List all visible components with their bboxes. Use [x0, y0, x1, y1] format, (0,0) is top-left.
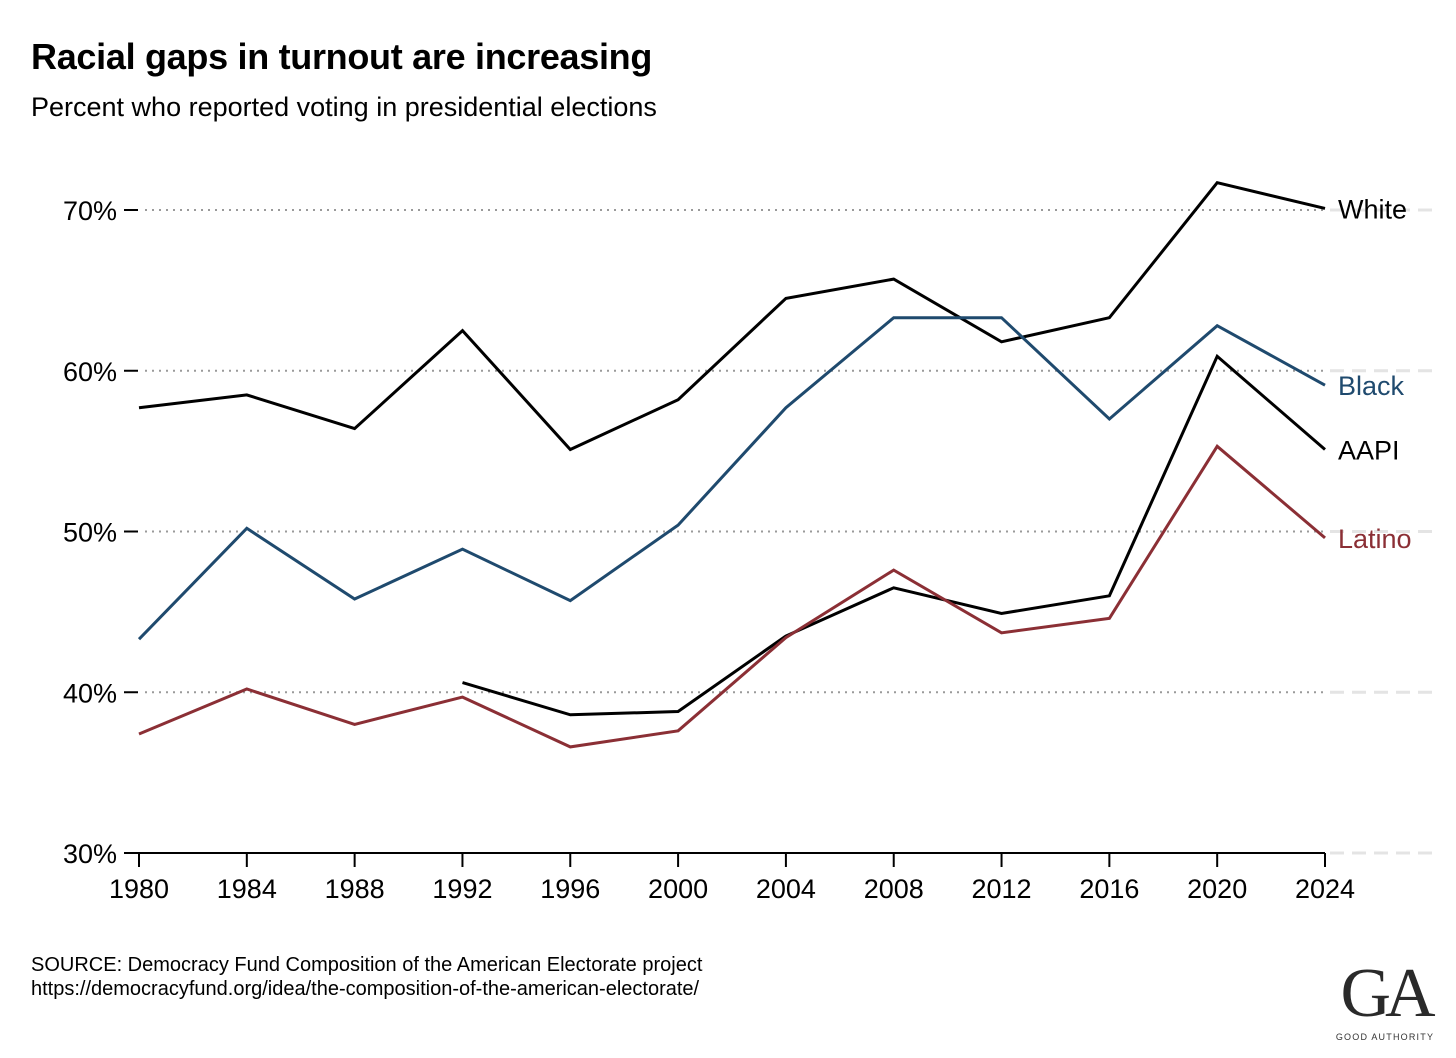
series-labels: White Black AAPI Latino: [1338, 194, 1412, 554]
x-tick-label: 1996: [540, 874, 600, 904]
series-line-latino: [138, 444, 1326, 749]
y-tick-label: 40%: [63, 678, 117, 708]
x-tick-label: 2016: [1079, 874, 1139, 904]
y-tick-label: 30%: [63, 839, 117, 869]
x-tick-label: 2012: [972, 874, 1032, 904]
gridlines: [145, 208, 1440, 855]
x-tick-label: 1984: [217, 874, 277, 904]
y-tick-label: 70%: [63, 196, 117, 226]
series-label-latino: Latino: [1338, 524, 1412, 554]
x-tick-label: 2004: [756, 874, 816, 904]
series-label-aapi: AAPI: [1338, 436, 1400, 466]
axes: 30% 40% 50% 60% 70% 1980 1984 1988 1992 1996 2000 2…: [63, 196, 1355, 904]
line-chart: 30% 40% 50% 60% 70% 1980 1984 1988 1992 1996 2000 2…: [63, 181, 1440, 904]
series-line-aapi: [462, 353, 1326, 717]
chart-subtitle: Percent who reported voting in president…: [31, 92, 657, 122]
series-lines: [137, 181, 1326, 749]
logo-text: GOOD AUTHORITY: [1335, 1032, 1435, 1042]
source-url: https://democracyfund.org/idea/the-compo…: [31, 978, 700, 1000]
series-label-white: White: [1338, 194, 1407, 224]
series-line-black: [137, 316, 1326, 641]
source-note: SOURCE: Democracy Fund Composition of th…: [31, 953, 702, 1001]
x-tick-label: 2000: [648, 874, 708, 904]
x-tick-label: 2024: [1295, 874, 1355, 904]
y-tick-label: 50%: [63, 518, 117, 548]
x-tick-label: 1980: [109, 874, 169, 904]
x-tick-label: 2020: [1187, 874, 1247, 904]
source-text: SOURCE: Democracy Fund Composition of th…: [31, 954, 703, 976]
logo-mark: GA: [1340, 955, 1435, 1032]
series-line-white: [138, 181, 1326, 452]
good-authority-logo: GA GOOD AUTHORITY: [1330, 955, 1440, 1043]
x-tick-label: 2008: [864, 874, 924, 904]
x-tick-label: 1988: [325, 874, 385, 904]
x-tick-label: 1992: [432, 874, 492, 904]
y-tick-label: 60%: [63, 357, 117, 387]
series-label-black: Black: [1338, 371, 1405, 401]
chart-title: Racial gaps in turnout are increasing: [31, 36, 653, 77]
